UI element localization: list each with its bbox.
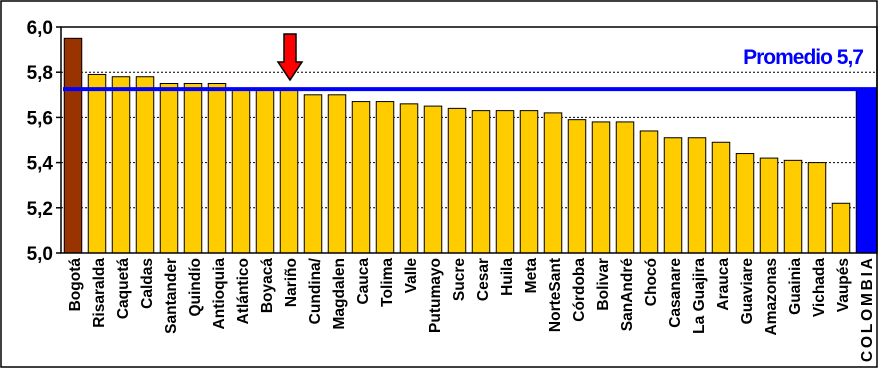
average-label: Promedio 5,7 (743, 46, 863, 69)
x-category-label: COLOMBIA (859, 258, 876, 362)
bar (135, 76, 155, 254)
x-category-label: Meta (523, 258, 540, 294)
highlight-marker (276, 33, 304, 82)
bar (279, 89, 299, 254)
y-tick-label: 5,0 (27, 244, 53, 265)
x-category-label: Nariño (283, 258, 300, 307)
bar (447, 107, 467, 254)
x-category-label: Cauca (355, 258, 372, 305)
bar (591, 121, 611, 254)
x-category-label: Vichada (811, 258, 828, 318)
x-category-label: Atlántico (235, 258, 252, 324)
x-category-label: Arauca (715, 258, 732, 311)
x-category-label: Putumayo (427, 258, 444, 333)
bar (183, 83, 203, 254)
x-category-label: Casanare (667, 258, 684, 328)
bar (567, 119, 587, 254)
x-category-label: Cundina/ (307, 257, 324, 324)
x-category-label: Cesar (475, 258, 492, 301)
bars (63, 37, 878, 254)
bar (327, 94, 347, 254)
bar (687, 137, 707, 254)
bar (159, 83, 179, 254)
y-tick-label: 6,0 (27, 18, 53, 39)
x-category-label: Caldas (139, 258, 156, 309)
y-tick-label: 5,2 (27, 199, 53, 220)
bar (87, 73, 107, 254)
bar (615, 121, 635, 254)
x-axis-category-labels: Bogotá Risaralda Caquetá Caldas Santander Qui… (67, 257, 876, 362)
x-category-label: Santander (163, 258, 180, 334)
x-category-label: Risaralda (91, 258, 108, 328)
bar (735, 153, 755, 254)
bar (471, 110, 491, 254)
x-category-label: La Guajira (691, 258, 708, 334)
bar (255, 89, 275, 254)
x-category-label: NorteSant (547, 258, 564, 332)
x-category-label: Córdoba (571, 258, 588, 322)
x-category-label: Bolivar (595, 258, 612, 311)
x-category-label: Caquetá (115, 258, 132, 320)
bar (375, 101, 395, 254)
x-category-label: Vaupés (835, 258, 852, 312)
x-category-label: SanAndré (619, 258, 636, 332)
x-category-label: Amazonas (763, 258, 780, 336)
bar (783, 159, 803, 254)
bar (639, 130, 659, 254)
bar (495, 110, 515, 254)
bar (663, 137, 683, 254)
y-tick-label: 5,8 (27, 63, 53, 84)
x-category-label: Chocó (643, 258, 660, 306)
bar (711, 141, 731, 254)
bar (399, 103, 419, 254)
y-axis-ticks: 5,0 5,2 5,4 5,6 5,8 6,0 (27, 18, 61, 265)
bar (423, 105, 443, 254)
bar (63, 37, 83, 254)
bar (111, 76, 131, 254)
x-category-label: Guainia (787, 258, 804, 315)
bar (831, 202, 851, 254)
x-category-label: Tolima (379, 258, 396, 307)
y-tick-label: 5,6 (27, 108, 53, 129)
y-tick-label: 5,4 (27, 154, 54, 175)
bar (351, 101, 371, 254)
bar (231, 87, 251, 254)
x-category-label: Magdalen (331, 258, 348, 329)
x-category-label: Bogotá (67, 258, 84, 312)
x-category-label: Quindío (187, 258, 204, 317)
x-category-label: Boyacá (259, 258, 276, 314)
x-category-label: Sucre (451, 258, 468, 301)
bar (807, 162, 827, 254)
bar (855, 87, 878, 254)
bar (207, 83, 227, 254)
down-arrow-icon (276, 33, 304, 82)
bar (543, 112, 563, 254)
x-category-label: Guaviare (739, 258, 756, 325)
x-category-label: Valle (403, 258, 420, 294)
x-category-label: Huila (499, 258, 516, 296)
x-category-label: Antioquia (211, 258, 228, 330)
bar (759, 157, 779, 254)
bar (303, 94, 323, 254)
bar (519, 110, 539, 254)
